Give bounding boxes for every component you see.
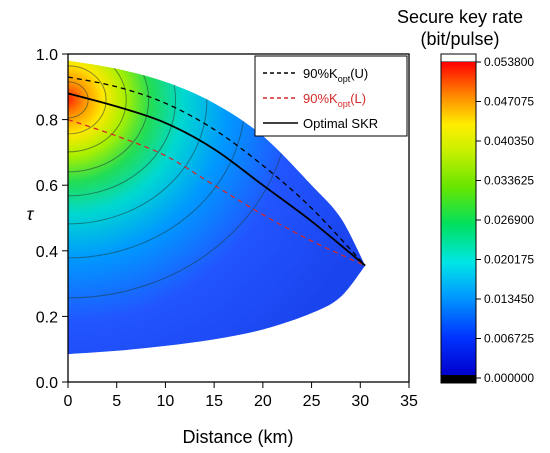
- colorbar-frame: [440, 53, 477, 384]
- colorbar-tick-label: 0.053800: [484, 55, 534, 69]
- colorbar-tick-label: 0.013450: [484, 292, 534, 306]
- key-rate-region: [68, 60, 366, 355]
- x-tick-label: 5: [112, 393, 121, 410]
- colorbar-tick-label: 0.020175: [484, 253, 534, 267]
- colorbar-tick-label: 0.006725: [484, 332, 534, 346]
- colorbar-subtitle: (bit/pulse): [420, 29, 499, 49]
- y-tick-label: 0.0: [36, 375, 58, 392]
- contour-line: [68, 81, 89, 119]
- colorbar-ticks: 0.053800 0.047075 0.040350 0.033625 0.026900…: [476, 55, 534, 385]
- contour-line: [68, 65, 107, 135]
- contour-line: [68, 60, 150, 173]
- series-line-2: [68, 92, 366, 267]
- x-tick-label: 20: [254, 393, 272, 410]
- x-tick-label: 30: [351, 393, 369, 410]
- colorbar-tick-label: 0.047075: [484, 95, 534, 109]
- y-tick-label: 0.4: [36, 244, 58, 261]
- legend-label-upper: 90%Kopt(U): [303, 66, 368, 84]
- colorbar-tick-label: 0.040350: [484, 134, 534, 148]
- legend: 90%Kopt(U) 90%Kopt(L) Optimal SKR: [254, 55, 408, 137]
- y-axis: 0.0 0.2 0.4 0.6 0.8 1.0: [36, 47, 68, 392]
- colorbar-tick-label: 0.000000: [484, 371, 534, 385]
- contour-line: [68, 60, 177, 197]
- colorbar-gradient: [441, 62, 476, 375]
- legend-label-lower: 90%Kopt(L): [303, 91, 366, 109]
- x-tick-label: 35: [400, 393, 418, 410]
- legend-label-optimal: Optimal SKR: [303, 116, 378, 131]
- colorbar: Secure key rate (bit/pulse) 0.053800 0.04…: [397, 7, 534, 385]
- y-tick-label: 1.0: [36, 47, 58, 64]
- y-tick-label: 0.8: [36, 113, 58, 130]
- x-tick-label: 25: [303, 393, 321, 410]
- y-tick-label: 0.2: [36, 309, 58, 326]
- contour-line: [68, 60, 208, 225]
- series-line-0: [68, 76, 366, 267]
- x-tick-label: 10: [157, 393, 175, 410]
- y-tick-label: 0.6: [36, 178, 58, 195]
- x-tick-label: 0: [64, 393, 73, 410]
- colorbar-bottom-cap: [441, 375, 476, 383]
- series-line-1: [68, 118, 366, 267]
- colorbar-top-cap: [440, 53, 477, 63]
- plot-frame: [67, 53, 410, 383]
- colorbar-tick-label: 0.033625: [484, 174, 534, 188]
- colorbar-tick-label: 0.026900: [484, 213, 534, 227]
- x-axis-title: Distance (km): [182, 427, 293, 447]
- x-tick-label: 15: [205, 393, 223, 410]
- y-axis-title: τ: [27, 204, 35, 224]
- x-axis: 0 5 10 15 20 25 30 35: [64, 382, 418, 410]
- contour-line: [68, 60, 127, 153]
- colorbar-title: Secure key rate: [397, 7, 523, 27]
- series-layer: [68, 76, 366, 267]
